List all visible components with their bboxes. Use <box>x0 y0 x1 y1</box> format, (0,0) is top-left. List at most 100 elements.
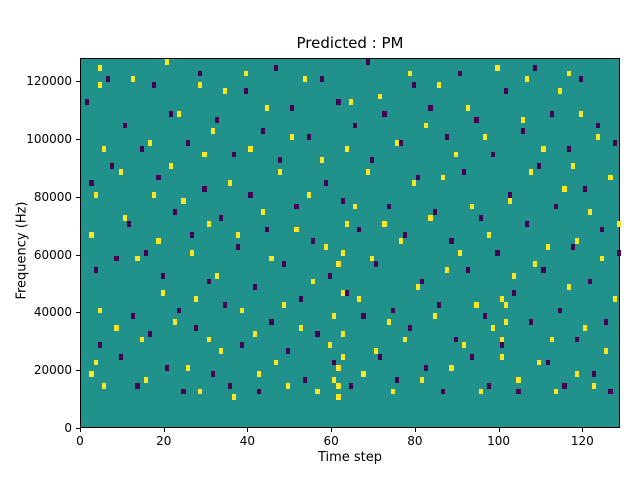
heatmap-cell-low <box>235 244 241 250</box>
heatmap-cell-high <box>223 87 228 94</box>
heatmap-cell-low <box>227 382 232 389</box>
y-tick-label: 80000 <box>33 189 72 204</box>
heatmap-cell-high <box>139 336 144 343</box>
heatmap-cell-high <box>273 359 278 366</box>
heatmap-cell-low <box>382 111 387 117</box>
heatmap-cell-low <box>131 313 136 320</box>
heatmap-cell-high <box>445 267 450 273</box>
heatmap-cell-high <box>554 388 559 395</box>
heatmap-cell-high <box>453 151 458 158</box>
x-tick-label: 120 <box>570 434 594 448</box>
heatmap-cell-high <box>386 319 391 325</box>
x-tick-mark <box>247 428 249 432</box>
heatmap-cell-high <box>461 342 467 349</box>
heatmap-cell-high <box>97 82 102 88</box>
heatmap-cell-high <box>277 168 282 175</box>
heatmap-cell-high <box>520 116 525 123</box>
heatmap-cell-low <box>261 128 266 135</box>
heatmap-cell-low <box>323 180 328 187</box>
heatmap-cell-high <box>612 296 617 302</box>
heatmap-cell-low <box>290 105 295 112</box>
heatmap-cell-high <box>503 319 508 325</box>
heatmap-cell-low <box>332 359 337 366</box>
heatmap-cell-high <box>491 324 496 331</box>
heatmap-cell-high <box>361 371 366 377</box>
heatmap-cell-high <box>336 394 341 401</box>
heatmap-cell-low <box>89 180 94 187</box>
heatmap-cell-high <box>131 76 136 83</box>
heatmap-cell-low <box>616 249 621 256</box>
heatmap-cell-high <box>286 382 291 389</box>
heatmap-cell-low <box>252 284 257 291</box>
heatmap-cell-high <box>424 122 429 129</box>
heatmap-cell-low <box>210 371 215 377</box>
heatmap-cell-low <box>206 278 211 285</box>
heatmap-cell-low <box>562 382 567 389</box>
heatmap-cell-high <box>298 324 303 331</box>
heatmap-cell-high <box>374 348 379 354</box>
heatmap-cell-high <box>177 111 182 117</box>
heatmap-cell-low <box>378 353 383 360</box>
heatmap-cell-high <box>583 324 588 331</box>
y-tick-mark <box>76 312 80 314</box>
heatmap-cell-high <box>327 342 333 349</box>
heatmap-cell-high <box>499 296 504 302</box>
heatmap-cell-high <box>101 145 107 152</box>
heatmap-cell-high <box>411 180 416 187</box>
heatmap-cell-high <box>604 348 609 354</box>
heatmap-cell-high <box>574 371 580 377</box>
heatmap-cell-high <box>369 255 374 262</box>
heatmap-cell-high <box>495 64 500 71</box>
heatmap-cell-low <box>202 186 207 192</box>
heatmap-cell-low <box>240 342 245 349</box>
heatmap-cell-high <box>156 238 161 244</box>
heatmap-cell-low <box>302 376 308 383</box>
heatmap-cell-high <box>240 307 245 314</box>
heatmap-cell-high <box>420 376 425 383</box>
heatmap-cell-high <box>457 249 462 256</box>
heatmap-cell-low <box>135 382 140 389</box>
heatmap-cell-low <box>231 151 236 158</box>
heatmap-cell-high <box>382 220 387 227</box>
heatmap-cell-high <box>470 203 475 210</box>
heatmap-cell-low <box>407 324 412 331</box>
y-tick-mark <box>76 81 80 83</box>
heatmap-cell-low <box>449 238 454 244</box>
heatmap-cell-low <box>478 215 483 221</box>
heatmap-cell-high <box>206 336 211 343</box>
heatmap-cell-high <box>256 371 261 377</box>
heatmap-cell-high <box>160 290 165 297</box>
heatmap-cell-low <box>265 226 270 233</box>
heatmap-cell-low <box>298 296 303 302</box>
heatmap-cell-high <box>558 87 563 94</box>
heatmap-cell-high <box>173 319 178 325</box>
heatmap-cell-low <box>482 313 488 320</box>
heatmap-cell-high <box>579 111 584 117</box>
y-tick-mark <box>76 138 80 140</box>
heatmap-cell-low <box>545 359 550 366</box>
heatmap-cell-high <box>466 105 471 112</box>
heatmap-cell-low <box>524 220 529 227</box>
heatmap-cell-high <box>89 371 94 377</box>
heatmap-cell-low <box>374 261 379 268</box>
y-tick-label: 0 <box>64 421 72 435</box>
heatmap-cell-high <box>591 382 596 389</box>
heatmap-plot-area <box>80 58 621 428</box>
heatmap-cell-high <box>499 353 504 360</box>
heatmap-cell-low <box>574 336 580 343</box>
heatmap-cell-low <box>143 249 148 256</box>
heatmap-cell-low <box>340 197 345 204</box>
heatmap-cell-high <box>562 186 567 192</box>
y-tick-label: 20000 <box>33 363 72 378</box>
heatmap-cell-low <box>168 111 174 117</box>
heatmap-cell-low <box>336 99 341 106</box>
heatmap-cell-high <box>357 296 362 302</box>
heatmap-cell-high <box>336 261 341 268</box>
heatmap-cell-low <box>528 319 534 325</box>
heatmap-cell-high <box>101 382 107 389</box>
heatmap-cell-high <box>93 191 98 198</box>
heatmap-cell-high <box>537 359 542 366</box>
y-tick-mark <box>76 196 80 198</box>
heatmap-cell-low <box>315 330 320 337</box>
